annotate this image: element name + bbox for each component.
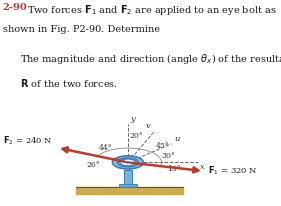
Text: The magnitude and direction (angle $\theta_x$) of the resultant: The magnitude and direction (angle $\the… bbox=[20, 52, 281, 66]
Circle shape bbox=[120, 159, 136, 166]
Text: 15°: 15° bbox=[167, 165, 181, 173]
Text: u: u bbox=[175, 135, 180, 143]
Text: 44°: 44° bbox=[99, 144, 112, 152]
Text: Two forces $\mathbf{F}_1$ and $\mathbf{F}_2$ are applied to an eye bolt as: Two forces $\mathbf{F}_1$ and $\mathbf{F… bbox=[27, 4, 276, 17]
Circle shape bbox=[112, 156, 143, 169]
Text: 20°: 20° bbox=[129, 132, 143, 140]
Text: $\mathbf{F}_2$ = 240 N: $\mathbf{F}_2$ = 240 N bbox=[3, 134, 53, 146]
FancyBboxPatch shape bbox=[124, 170, 132, 187]
Text: 26°: 26° bbox=[86, 161, 100, 169]
Text: x: x bbox=[200, 163, 205, 171]
Circle shape bbox=[126, 162, 130, 163]
Text: shown in Fig. P2-90. Determine: shown in Fig. P2-90. Determine bbox=[3, 25, 160, 34]
Text: $\mathbf{R}$ of the two forces.: $\mathbf{R}$ of the two forces. bbox=[20, 77, 118, 89]
Text: 2-90: 2-90 bbox=[3, 4, 28, 12]
FancyBboxPatch shape bbox=[119, 185, 137, 187]
Text: y: y bbox=[130, 115, 135, 123]
Text: 30°: 30° bbox=[162, 152, 175, 160]
Circle shape bbox=[117, 158, 139, 167]
Text: $\mathbf{F}_1$ = 320 N: $\mathbf{F}_1$ = 320 N bbox=[208, 164, 258, 177]
Text: v: v bbox=[146, 122, 151, 130]
Text: 45°: 45° bbox=[156, 142, 169, 150]
